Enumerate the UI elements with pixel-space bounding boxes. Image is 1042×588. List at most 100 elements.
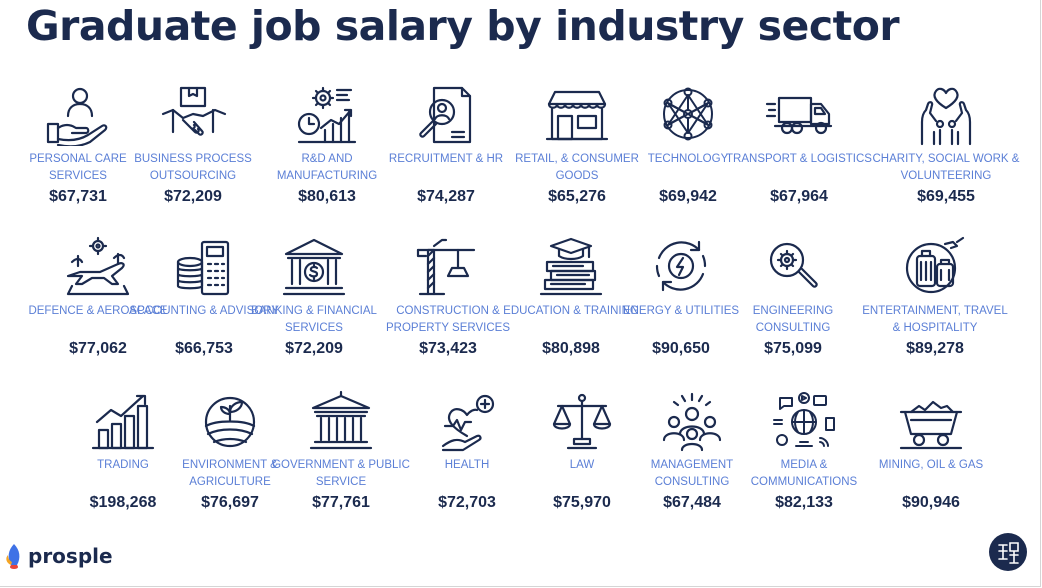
sector-tile-retail: RETAIL, & CONSUMER GOODS $65,276 xyxy=(502,84,652,206)
sector-salary: $74,287 xyxy=(417,188,475,205)
gear-chart-icon xyxy=(293,84,361,146)
sector-salary: $75,099 xyxy=(764,340,822,357)
sector-label: TECHNOLOGY xyxy=(647,153,729,165)
sector-tile-entertainment: ENTERTAINMENT, TRAVEL & HOSPITALITY $89,… xyxy=(860,236,1010,358)
sector-label: MEDIA & COMMUNICATIONS xyxy=(750,459,858,488)
sector-label: TRADING xyxy=(97,459,149,471)
sector-tile-rd-manufacturing: R&D AND MANUFACTURING $80,613 xyxy=(252,84,402,206)
sector-label: ENVIRONMENT & AGRICULTURE xyxy=(182,459,278,488)
crane-icon xyxy=(414,236,482,298)
brand-name: prosple xyxy=(28,544,113,568)
sector-salary: $65,276 xyxy=(548,188,606,205)
round-seal-icon xyxy=(989,533,1027,571)
luggage-icon xyxy=(901,236,969,298)
sector-tile-mining: MINING, OIL & GAS $90,946 xyxy=(856,390,1006,512)
sector-label: ENTERTAINMENT, TRAVEL & HOSPITALITY xyxy=(862,305,1008,334)
sector-label: MANAGEMENT CONSULTING xyxy=(650,459,734,488)
sector-tile-personal-care: PERSONAL CARE SERVICES $67,731 xyxy=(3,84,153,206)
sector-label: RETAIL, & CONSUMER GOODS xyxy=(515,153,639,182)
sector-tile-education: EDUCATION & TRAINING $80,898 xyxy=(496,236,646,358)
storefront-icon xyxy=(543,84,611,146)
sector-label: DEFENCE & AEROSPACE xyxy=(28,305,168,317)
books-cap-icon xyxy=(537,236,605,298)
government-building-icon xyxy=(307,390,375,452)
rocket-flame-icon xyxy=(6,544,20,569)
sector-salary: $76,697 xyxy=(201,494,259,511)
sector-salary: $198,268 xyxy=(89,494,157,511)
scales-icon xyxy=(548,390,616,452)
sector-salary: $67,484 xyxy=(663,494,721,511)
sector-label: RECRUITMENT & HR xyxy=(388,153,504,165)
sector-salary: $80,898 xyxy=(542,340,600,357)
bank-dollar-icon xyxy=(280,236,348,298)
sector-salary: $90,650 xyxy=(652,340,710,357)
media-icons-icon xyxy=(770,390,838,452)
brand-logo[interactable]: prosple xyxy=(4,543,113,569)
sector-tile-law: LAW $75,970 xyxy=(507,390,657,512)
sector-tile-government: GOVERNMENT & PUBLIC SERVICE $77,761 xyxy=(266,390,416,512)
sector-tile-banking: BANKING & FINANCIAL SERVICES $72,209 xyxy=(239,236,389,358)
sector-label: PERSONAL CARE SERVICES xyxy=(29,153,127,182)
sector-label: BANKING & FINANCIAL SERVICES xyxy=(251,305,377,334)
sector-tile-transport: TRANSPORT & LOGISTICS $67,964 xyxy=(724,84,874,206)
mine-cart-icon xyxy=(897,390,965,452)
sector-label: CHARITY, SOCIAL WORK & VOLUNTEERING xyxy=(872,153,1020,182)
sector-salary: $72,209 xyxy=(285,340,343,357)
sector-label: ACCOUNTING & ADVISORY xyxy=(129,305,279,317)
sector-tile-trading: TRADING $198,268 xyxy=(48,390,198,512)
sector-tile-energy: ENERGY & UTILITIES $90,650 xyxy=(606,236,756,358)
page-title: Graduate job salary by industry sector xyxy=(26,2,900,50)
energy-cycle-icon xyxy=(647,236,715,298)
sector-tile-defence: DEFENCE & AEROSPACE $77,062 xyxy=(23,236,173,358)
hands-heart-icon xyxy=(912,84,980,146)
sector-salary: $77,761 xyxy=(312,494,370,511)
sector-label: ENGINEERING CONSULTING xyxy=(752,305,834,334)
sector-tile-recruitment-hr: RECRUITMENT & HR $74,287 xyxy=(371,84,521,206)
sector-tile-management: MANAGEMENT CONSULTING $67,484 xyxy=(617,390,767,512)
sector-label: BUSINESS PROCESS OUTSOURCING xyxy=(134,153,252,182)
coins-calculator-icon xyxy=(170,236,238,298)
magnifier-profile-icon xyxy=(412,84,480,146)
sector-tile-environment: ENVIRONMENT & AGRICULTURE $76,697 xyxy=(155,390,305,512)
handshake-box-icon xyxy=(159,84,227,146)
heart-hand-icon xyxy=(433,390,501,452)
magnifier-gear-icon xyxy=(759,236,827,298)
sector-salary: $77,062 xyxy=(69,340,127,357)
sector-tile-business-process: BUSINESS PROCESS OUTSOURCING $72,209 xyxy=(118,84,268,206)
sector-salary: $72,703 xyxy=(438,494,496,511)
sector-tile-charity: CHARITY, SOCIAL WORK & VOLUNTEERING $69,… xyxy=(871,84,1021,206)
sector-tile-technology: TECHNOLOGY $69,942 xyxy=(613,84,763,206)
sector-salary: $89,278 xyxy=(906,340,964,357)
sector-label: EDUCATION & TRAINING xyxy=(503,305,639,317)
sector-label: CONSTRUCTION & PROPERTY SERVICES xyxy=(386,305,510,334)
sector-label: HEALTH xyxy=(444,459,490,471)
team-icon xyxy=(658,390,726,452)
truck-icon xyxy=(765,84,833,146)
sector-salary: $69,455 xyxy=(917,188,975,205)
sector-label: R&D AND MANUFACTURING xyxy=(276,153,378,182)
sector-salary: $69,942 xyxy=(659,188,717,205)
sector-label: TRANSPORT & LOGISTICS xyxy=(726,153,872,165)
sector-tile-accounting: ACCOUNTING & ADVISORY $66,753 xyxy=(129,236,279,358)
sector-salary: $72,209 xyxy=(164,188,222,205)
hand-person-icon xyxy=(44,84,112,146)
sector-tile-health: HEALTH $72,703 xyxy=(392,390,542,512)
sector-salary: $67,964 xyxy=(770,188,828,205)
sector-salary: $73,423 xyxy=(419,340,477,357)
sector-salary: $66,753 xyxy=(175,340,233,357)
sector-salary: $80,613 xyxy=(298,188,356,205)
field-sprout-icon xyxy=(196,390,264,452)
sector-salary: $75,970 xyxy=(553,494,611,511)
sector-salary: $67,731 xyxy=(49,188,107,205)
sector-tile-engineering: ENGINEERING CONSULTING $75,099 xyxy=(718,236,868,358)
jet-gear-icon xyxy=(64,236,132,298)
sector-label: GOVERNMENT & PUBLIC SERVICE xyxy=(272,459,410,488)
sector-tile-construction: CONSTRUCTION & PROPERTY SERVICES $73,423 xyxy=(373,236,523,358)
network-icon xyxy=(654,84,722,146)
bar-chart-arrow-icon xyxy=(89,390,157,452)
sector-label: ENERGY & UTILITIES xyxy=(622,305,740,317)
sector-salary: $90,946 xyxy=(902,494,960,511)
sector-label: LAW xyxy=(569,459,595,471)
sector-tile-media: MEDIA & COMMUNICATIONS $82,133 xyxy=(729,390,879,512)
